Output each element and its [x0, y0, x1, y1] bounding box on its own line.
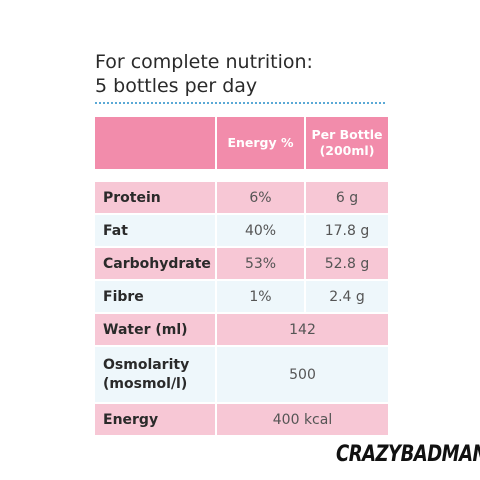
- row-separator: [95, 279, 388, 281]
- table-header-row: Energy % Per Bottle (200ml): [95, 117, 388, 169]
- row-separator: [95, 213, 388, 215]
- row-energy-percent: 40%: [217, 215, 306, 246]
- row-energy-percent: 53%: [217, 248, 306, 279]
- header-spacer: [95, 169, 388, 182]
- row-value: 500: [217, 347, 388, 402]
- row-per-bottle: 17.8 g: [306, 215, 388, 246]
- header-per-bottle-line-1: Per Bottle: [311, 127, 383, 142]
- row-per-bottle: 6 g: [306, 182, 388, 213]
- table-row-carbohydrate: Carbohydrate 53% 52.8 g: [95, 248, 388, 279]
- row-energy-percent: 6%: [217, 182, 306, 213]
- row-label: Fat: [95, 215, 217, 246]
- table-row-fibre: Fibre 1% 2.4 g: [95, 281, 388, 312]
- row-separator: [95, 402, 388, 404]
- row-label: Protein: [95, 182, 217, 213]
- nutrition-table: Energy % Per Bottle (200ml) Protein 6% 6…: [95, 117, 388, 435]
- header-per-bottle-line-2: (200ml): [319, 143, 375, 158]
- page-heading: For complete nutrition: 5 bottles per da…: [95, 50, 415, 98]
- row-separator: [95, 246, 388, 248]
- table-row-osmolarity: Osmolarity (mosmol/l) 500: [95, 347, 388, 402]
- row-label: Fibre: [95, 281, 217, 312]
- header-energy-percent: Energy %: [217, 117, 306, 169]
- table-row-protein: Protein 6% 6 g: [95, 182, 388, 213]
- table-row-water: Water (ml) 142: [95, 314, 388, 345]
- row-label-line-2: (mosmol/l): [103, 375, 188, 392]
- heading-line-2: 5 bottles per day: [95, 75, 258, 97]
- row-label-line-1: Osmolarity: [103, 356, 190, 373]
- table-row-fat: Fat 40% 17.8 g: [95, 215, 388, 246]
- dotted-divider: [95, 102, 385, 104]
- row-separator: [95, 345, 388, 347]
- row-energy-percent: 1%: [217, 281, 306, 312]
- row-label: Energy: [95, 404, 217, 435]
- row-per-bottle: 52.8 g: [306, 248, 388, 279]
- header-label-cell: [95, 117, 217, 169]
- row-label: Water (ml): [95, 314, 217, 345]
- row-value: 400 kcal: [217, 404, 388, 435]
- row-label: Osmolarity (mosmol/l): [95, 347, 217, 402]
- row-label: Carbohydrate: [95, 248, 217, 279]
- row-per-bottle: 2.4 g: [306, 281, 388, 312]
- table-row-energy: Energy 400 kcal: [95, 404, 388, 435]
- row-value: 142: [217, 314, 388, 345]
- header-per-bottle: Per Bottle (200ml): [306, 117, 388, 169]
- heading-line-1: For complete nutrition:: [95, 51, 313, 73]
- row-separator: [95, 312, 388, 314]
- brand-logo: CRAZYBADMAN: [336, 441, 480, 468]
